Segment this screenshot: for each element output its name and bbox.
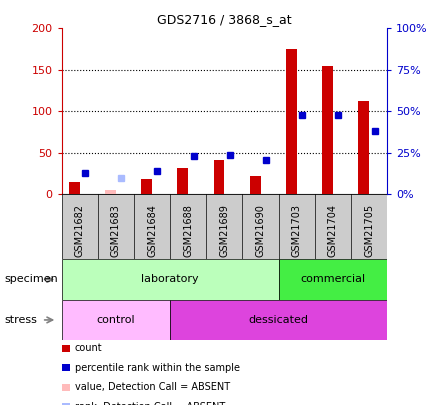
Bar	[141, 179, 152, 194]
Bar	[279, 259, 387, 300]
Text: laboratory: laboratory	[141, 275, 199, 284]
Text: stress: stress	[4, 315, 37, 325]
Bar	[213, 160, 224, 194]
Text: GSM21688: GSM21688	[183, 204, 193, 257]
Text: GSM21682: GSM21682	[75, 204, 84, 257]
Text: GSM21689: GSM21689	[220, 204, 229, 257]
Text: value, Detection Call = ABSENT: value, Detection Call = ABSENT	[75, 382, 230, 392]
Text: percentile rank within the sample: percentile rank within the sample	[75, 363, 240, 373]
Text: dessicated: dessicated	[249, 315, 309, 325]
Text: GSM21683: GSM21683	[111, 204, 121, 257]
Bar	[69, 182, 80, 194]
Bar	[62, 259, 279, 300]
Bar	[286, 49, 297, 194]
Bar	[250, 176, 260, 194]
Text: control: control	[96, 315, 135, 325]
Text: GSM21684: GSM21684	[147, 204, 157, 257]
Text: GSM21690: GSM21690	[256, 204, 266, 257]
Text: rank, Detection Call = ABSENT: rank, Detection Call = ABSENT	[75, 402, 225, 405]
Text: commercial: commercial	[301, 275, 366, 284]
Bar	[170, 300, 387, 340]
Bar	[105, 190, 116, 194]
Bar	[62, 300, 170, 340]
Text: GSM21704: GSM21704	[328, 204, 338, 257]
Bar	[177, 168, 188, 194]
Text: GSM21703: GSM21703	[292, 204, 302, 257]
Title: GDS2716 / 3868_s_at: GDS2716 / 3868_s_at	[157, 13, 292, 26]
Text: specimen: specimen	[4, 275, 58, 284]
Bar	[358, 101, 369, 194]
Text: GSM21705: GSM21705	[364, 204, 374, 257]
Text: count: count	[75, 343, 103, 353]
Bar	[322, 66, 333, 194]
